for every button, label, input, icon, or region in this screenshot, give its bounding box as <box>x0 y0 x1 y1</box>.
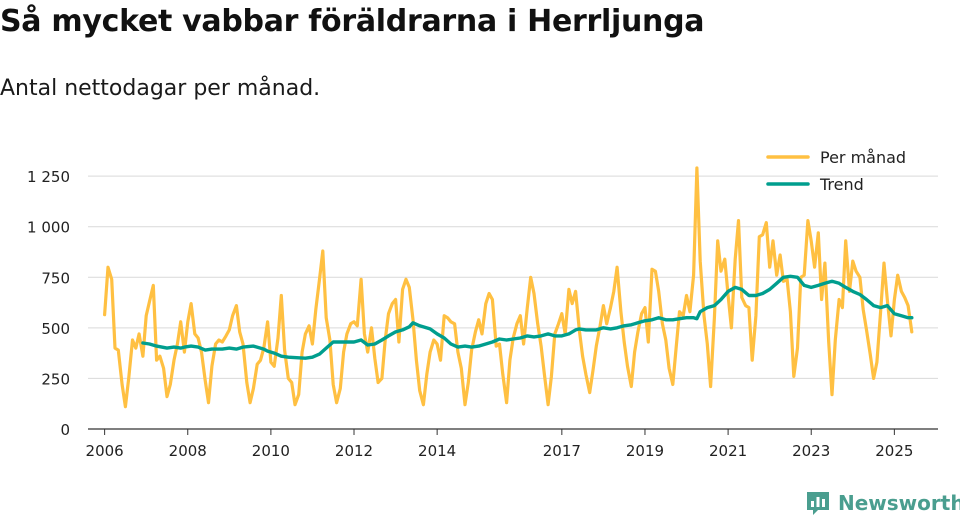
legend: Per månad Trend <box>766 148 906 194</box>
brand-name: Newsworthy <box>838 491 960 515</box>
x-tick-label: 2019 <box>626 442 664 460</box>
x-tick-label: 2012 <box>335 442 373 460</box>
series-line-trend <box>141 274 914 360</box>
axes: 0 250 500 750 1 000 1 250 2006 2008 2010 2012 2014… <box>27 168 938 460</box>
legend-label: Trend <box>819 175 864 194</box>
x-tick-label: 2006 <box>86 442 124 460</box>
x-tick-label: 2010 <box>252 442 290 460</box>
x-tick-label: 2023 <box>792 442 830 460</box>
y-tick-label: 1 250 <box>27 168 70 186</box>
x-tick-label: 2017 <box>543 442 581 460</box>
series-lines <box>103 166 914 409</box>
x-tick-label: 2021 <box>709 442 747 460</box>
y-tick-label: 750 <box>41 269 70 287</box>
y-tick-label: 500 <box>41 320 70 338</box>
chart-title: Så mycket vabbar föräldrarna i Herrljung… <box>0 4 705 39</box>
x-tick-label: 2008 <box>169 442 207 460</box>
x-tick-label: 2025 <box>875 442 913 460</box>
newsworthy-logo-icon <box>807 492 829 515</box>
x-tick-label: 2014 <box>418 442 456 460</box>
y-tick-label: 1 000 <box>27 219 70 237</box>
legend-label: Per månad <box>820 148 906 167</box>
brand-logo: Newsworthy <box>804 489 960 517</box>
y-tick-label: 0 <box>60 421 70 439</box>
series-line-per-manad <box>103 166 914 409</box>
y-tick-label: 250 <box>41 370 70 388</box>
chart-subtitle: Antal nettodagar per månad. <box>0 76 321 101</box>
